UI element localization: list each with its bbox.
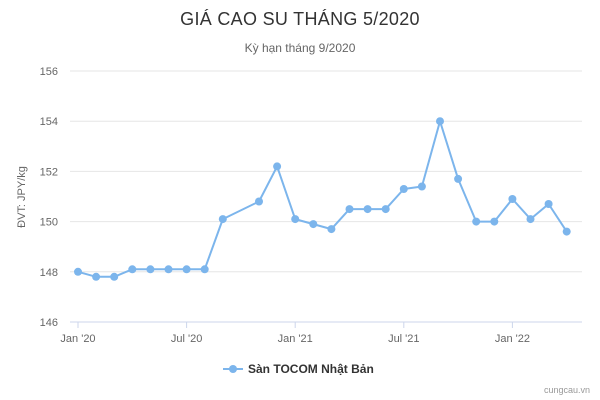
data-point-0-19[interactable]	[436, 117, 444, 126]
data-point-0-12[interactable]	[309, 220, 318, 229]
x-axis: Jan '20 Jul '20 Jan '21 Jul '21 Jan '22	[60, 321, 582, 345]
y-tick-label-0: 146	[40, 317, 58, 329]
data-point-0-22[interactable]	[490, 217, 499, 226]
data-point-0-0[interactable]	[74, 267, 82, 276]
y-tick-label-4: 154	[40, 116, 58, 128]
data-point-0-11[interactable]	[291, 215, 300, 224]
data-point-0-17[interactable]	[399, 185, 408, 193]
data-point-0-5[interactable]	[164, 265, 173, 274]
x-tick-label-1: Jul '20	[171, 333, 202, 345]
data-point-0-16[interactable]	[381, 205, 390, 214]
data-point-0-3[interactable]	[128, 265, 137, 274]
legend[interactable]: Sàn TOCOM Nhật Bản	[223, 362, 374, 376]
data-point-0-25[interactable]	[544, 200, 553, 208]
y-tick-label-1: 148	[40, 267, 58, 279]
x-tick-label-3: Jul '21	[388, 333, 419, 345]
grid-lines	[70, 70, 582, 323]
data-point-0-6[interactable]	[182, 265, 191, 274]
credit-text[interactable]: cungcau.vn	[544, 385, 590, 395]
data-point-0-20[interactable]	[454, 174, 463, 183]
legend-label: Sàn TOCOM Nhật Bản	[248, 362, 374, 376]
data-point-0-2[interactable]	[110, 272, 119, 281]
chart-title: GIÁ CAO SU THÁNG 5/2020	[180, 9, 420, 29]
chart-subtitle: Kỳ hạn tháng 9/2020	[245, 41, 356, 55]
x-tick-label-0: Jan '20	[60, 333, 95, 345]
x-tick-label-4: Jan '22	[495, 333, 530, 345]
data-point-0-21[interactable]	[472, 217, 481, 226]
data-point-0-14[interactable]	[345, 205, 354, 214]
data-point-0-23[interactable]	[508, 195, 517, 203]
series-line-0	[77, 120, 568, 278]
data-point-0-13[interactable]	[327, 225, 336, 234]
y-tick-label-2: 150	[40, 217, 58, 229]
data-point-0-24[interactable]	[526, 215, 535, 224]
y-axis-title: ĐVT: JPY/kg	[16, 166, 28, 228]
x-tick-label-2: Jan '21	[278, 333, 313, 345]
data-point-0-1[interactable]	[92, 272, 101, 281]
y-axis-ticks: 146 148 150 152 154 156	[40, 66, 58, 329]
data-point-0-9[interactable]	[255, 197, 263, 206]
y-tick-label-5: 156	[40, 66, 58, 78]
data-point-0-7[interactable]	[200, 265, 209, 274]
data-point-0-15[interactable]	[363, 205, 372, 214]
legend-dot-marker	[229, 365, 237, 373]
data-point-0-18[interactable]	[417, 182, 426, 191]
y-tick-label-3: 152	[40, 166, 58, 178]
data-point-0-10[interactable]	[273, 162, 282, 171]
data-point-0-26[interactable]	[562, 227, 571, 236]
data-point-0-4[interactable]	[146, 265, 155, 274]
series-layer	[74, 117, 571, 281]
data-point-0-8[interactable]	[218, 215, 227, 224]
